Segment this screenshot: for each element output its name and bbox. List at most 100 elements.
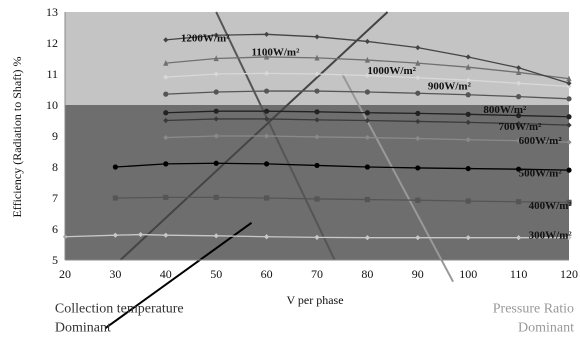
series-3 [163,133,572,145]
series-point-4-8 [566,122,572,128]
series-label-0: 300W/m² [529,229,573,241]
series-point-9-3 [314,34,320,40]
x-tick-label-6: 80 [361,267,373,281]
series-point-6-4 [364,89,370,95]
series-point-7-4 [364,72,370,79]
x-tick-label-0: 20 [59,267,71,281]
y-tick-label-2: 7 [52,191,58,205]
series-point-8-0 [163,59,169,66]
series-point-6-6 [465,92,471,98]
series-point-4-5 [415,118,421,125]
series-point-9-7 [516,65,522,71]
x-tick-label-9: 110 [510,267,528,281]
x-tick-label-5: 70 [311,267,323,281]
series-point-3-6 [465,137,471,143]
series-point-2-6 [415,165,421,171]
series-point-5-3 [314,109,320,115]
series-point-7-8 [566,83,572,89]
series-point-2-7 [465,165,471,172]
series-point-9-5 [415,45,421,51]
y-tick-label-6: 11 [46,67,58,81]
series-point-7-0 [163,74,169,80]
series-point-1-9 [566,199,572,205]
series-point-9-1 [213,32,219,38]
series-point-0-2 [138,231,144,238]
y-tick-label-4: 9 [52,129,58,143]
series-point-6-8 [566,96,572,102]
series-point-2-5 [364,164,370,170]
series-2 [112,160,572,173]
series-point-3-0 [163,134,169,141]
series-1 [112,194,572,205]
series-point-3-5 [415,135,421,142]
y-tick-label-0: 5 [52,253,58,267]
series-point-5-0 [163,110,169,116]
series-point-5-1 [213,108,219,114]
series-point-1-7 [465,198,471,204]
series-point-8-4 [364,56,370,63]
series-label-5: 800W/m² [483,104,527,116]
series-point-5-4 [364,110,370,116]
series-point-6-1 [213,89,219,95]
series-point-7-3 [314,71,320,77]
series-point-5-8 [566,114,572,120]
series-point-2-0 [112,164,118,170]
series-point-8-1 [213,55,219,62]
series-label-4: 700W/m² [498,121,542,133]
series-point-1-5 [364,196,370,203]
series-point-0-3 [163,232,169,238]
series-point-8-5 [415,59,421,66]
series-point-0-9 [465,235,471,241]
series-point-3-7 [516,138,522,144]
series-point-0-7 [364,235,370,241]
series-point-5-7 [516,112,522,119]
trend-line-2 [341,73,454,283]
series-point-0-11 [566,235,572,241]
series-point-4-7 [516,121,522,127]
series-point-7-7 [516,80,522,86]
series-point-9-6 [465,54,471,60]
efficiency-series [62,31,572,241]
series-point-1-4 [314,196,320,202]
series-point-6-7 [516,94,522,100]
series-5 [163,108,572,120]
series-label-7: 1000W/m² [367,65,416,77]
x-tick-label-7: 90 [412,267,424,281]
y-tick-label-3: 8 [52,160,58,174]
series-label-2: 500W/m² [519,167,563,179]
x-axis-title: V per phase [286,293,343,307]
series-point-8-6 [465,63,471,70]
y-tick-label-5: 10 [46,98,58,112]
series-point-9-4 [364,38,370,45]
trend-line-3 [104,221,253,330]
series-point-8-7 [516,69,522,76]
series-point-7-6 [465,77,471,83]
series-point-4-6 [465,119,471,125]
series-point-5-5 [415,110,421,116]
x-tick-label-10: 120 [560,267,578,281]
series-point-9-8 [566,80,572,86]
series-point-4-4 [364,117,370,124]
series-point-3-1 [213,133,219,139]
series-7 [163,70,572,89]
series-point-1-0 [112,195,118,201]
series-point-0-5 [264,234,270,240]
series-point-3-8 [566,139,572,145]
series-8 [163,53,572,82]
series-point-0-8 [415,235,421,241]
series-line-1 [115,196,570,203]
series-line-0 [64,233,569,239]
annotation-1-line-1: Dominant [518,321,574,336]
series-point-4-3 [314,117,320,123]
series-6 [163,88,572,102]
series-point-0-6 [314,234,320,240]
series-point-0-1 [112,232,118,238]
y-tick-label-1: 6 [52,222,58,236]
x-tick-label-4: 60 [261,267,273,281]
series-point-1-3 [264,195,270,201]
dominance-annotations: Collection temperature Dominant Pressure R… [55,302,574,336]
series-point-4-2 [264,116,270,122]
series-point-3-2 [264,133,270,139]
series-point-2-1 [163,161,169,167]
